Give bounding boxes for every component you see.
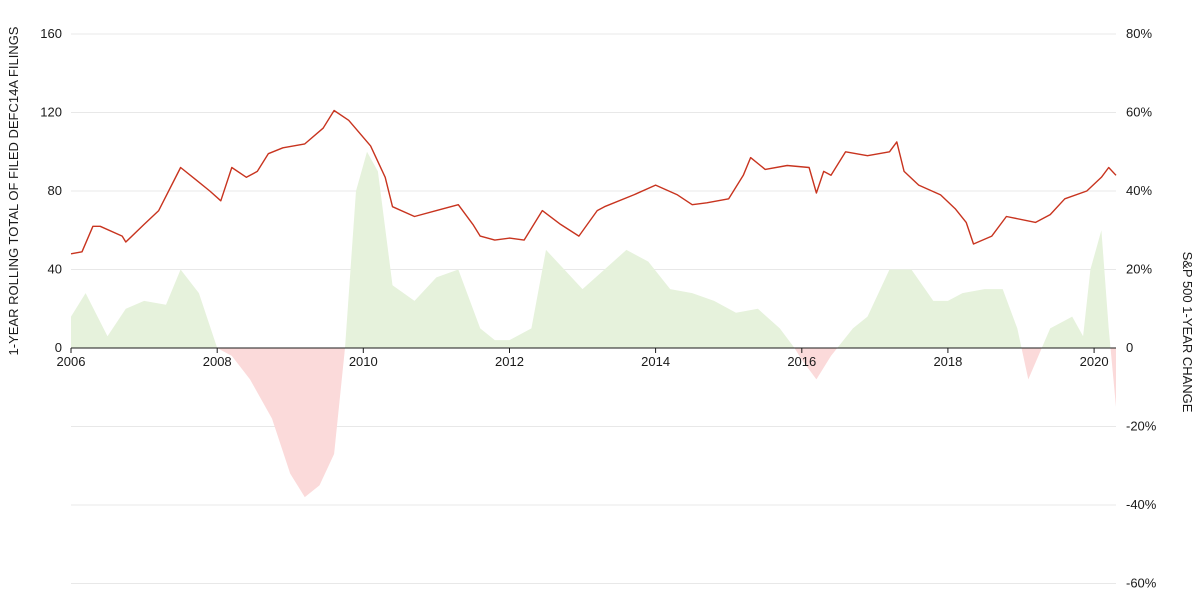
left-tick-label: 0 bbox=[55, 340, 62, 355]
right-tick-label: 0 bbox=[1126, 340, 1133, 355]
sp500-negative-area bbox=[71, 348, 1116, 498]
x-tick-label: 2016 bbox=[787, 354, 816, 369]
right-tick-label: -60% bbox=[1126, 576, 1157, 591]
sp500-positive-area bbox=[71, 151, 1116, 348]
left-tick-label: 160 bbox=[40, 26, 62, 41]
x-tick-label: 2012 bbox=[495, 354, 524, 369]
x-tick-label: 2020 bbox=[1080, 354, 1109, 369]
gridlines bbox=[71, 33, 1116, 584]
x-tick-label: 2018 bbox=[933, 354, 962, 369]
right-axis-title: S&P 500 1-YEAR CHANGE bbox=[1180, 252, 1195, 413]
filings-line-series bbox=[70, 109, 1117, 255]
right-tick-label: -20% bbox=[1126, 419, 1157, 434]
left-tick-label: 120 bbox=[40, 105, 62, 120]
right-tick-label: 80% bbox=[1126, 26, 1152, 41]
right-tick-label: 40% bbox=[1126, 183, 1152, 198]
right-axis-ticks: 80% 60% 40% 20% 0 -20% -40% -60% bbox=[1126, 26, 1157, 591]
x-tick-label: 2006 bbox=[57, 354, 86, 369]
left-axis-title: 1-YEAR ROLLING TOTAL OF FILED DEFC14A FI… bbox=[6, 26, 21, 355]
right-tick-label: 20% bbox=[1126, 262, 1152, 277]
sp500-area-series bbox=[71, 151, 1116, 498]
x-tick-label: 2014 bbox=[641, 354, 670, 369]
left-tick-label: 80 bbox=[48, 183, 62, 198]
right-tick-label: 60% bbox=[1126, 105, 1152, 120]
x-axis-ticks: 2006 2008 2010 2012 2014 2016 2018 2020 bbox=[57, 348, 1109, 369]
x-tick-label: 2010 bbox=[349, 354, 378, 369]
left-tick-label: 40 bbox=[48, 262, 62, 277]
right-tick-label: -40% bbox=[1126, 497, 1157, 512]
x-tick-label: 2008 bbox=[203, 354, 232, 369]
left-axis-ticks: 0 40 80 120 160 bbox=[40, 26, 62, 355]
filings-line bbox=[70, 109, 1117, 255]
